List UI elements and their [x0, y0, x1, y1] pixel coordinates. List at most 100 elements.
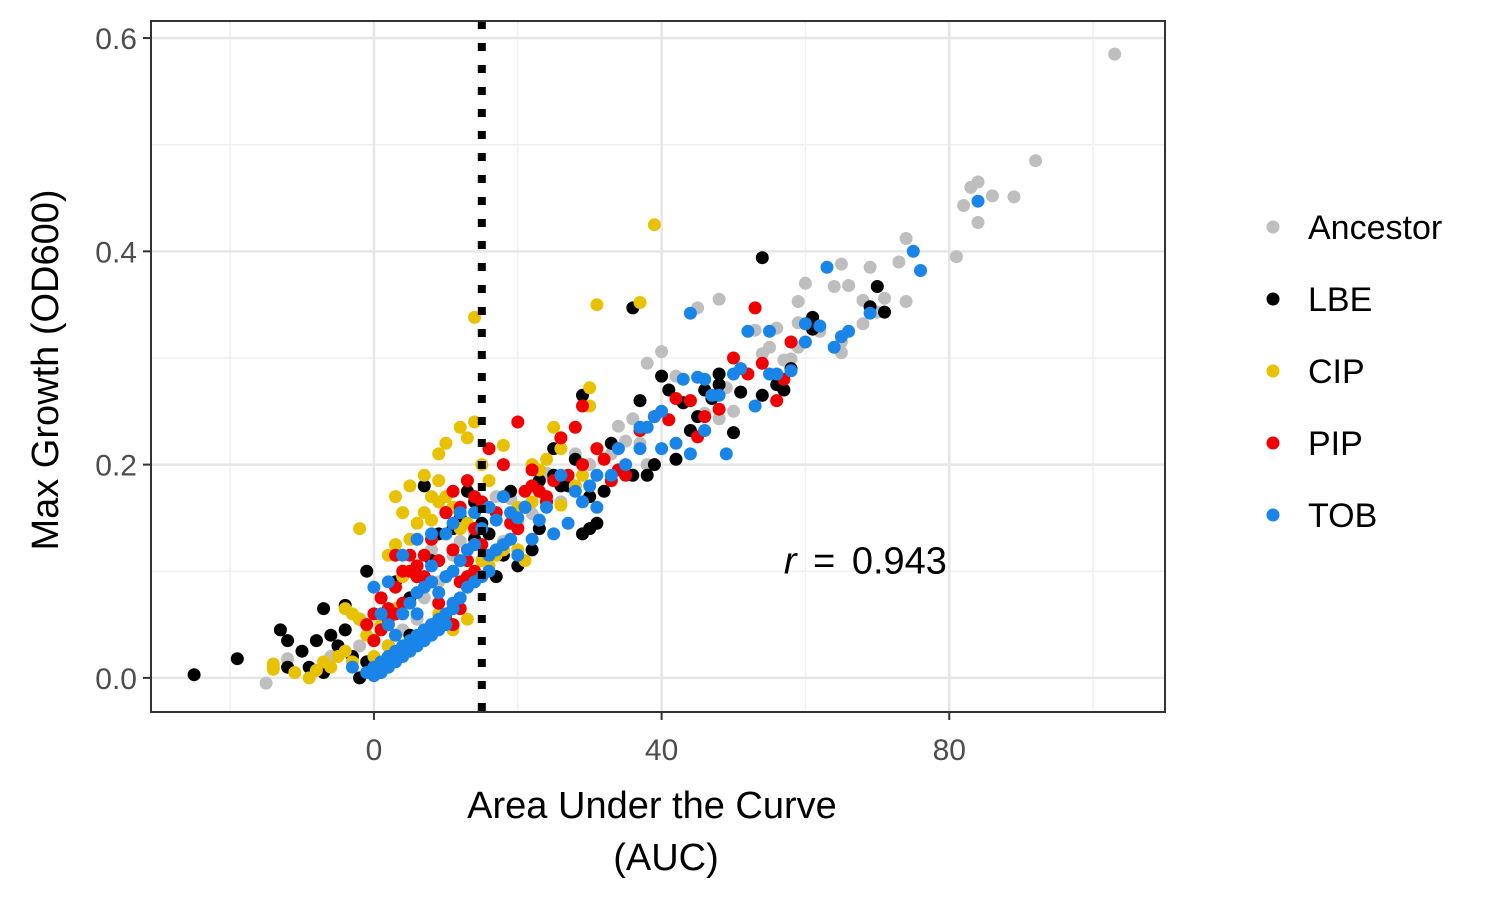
point-tob	[619, 458, 633, 472]
point-pip	[597, 452, 611, 466]
point-tob	[647, 410, 661, 424]
point-lbe	[324, 628, 338, 642]
correlation-annotation: r = 0.943	[784, 540, 947, 582]
legend: Ancestor LBE CIP PIP TOB	[1266, 209, 1442, 535]
correlation-value: 0.943	[852, 540, 947, 582]
point-tob	[554, 468, 568, 482]
point-ancestor	[259, 676, 273, 690]
point-ancestor	[1108, 47, 1122, 61]
point-pip	[496, 458, 510, 472]
point-tob	[827, 340, 841, 354]
y-tick-label: 0.4	[95, 236, 137, 269]
legend-label-lbe: LBE	[1308, 281, 1372, 319]
point-tob	[439, 527, 453, 541]
point-ancestor	[712, 292, 726, 306]
point-tob	[446, 564, 460, 578]
legend-key-ancestor	[1266, 220, 1280, 234]
point-tob	[798, 317, 812, 331]
point-tob	[518, 500, 532, 514]
point-pip	[683, 394, 697, 408]
point-ancestor	[834, 257, 848, 271]
point-cip	[439, 436, 453, 450]
point-cip	[547, 420, 561, 434]
point-cip	[554, 442, 568, 456]
point-tob	[511, 548, 525, 562]
point-pip	[446, 484, 460, 498]
point-tob	[683, 447, 697, 461]
point-pip	[712, 402, 726, 416]
legend-key-lbe	[1266, 292, 1280, 306]
point-ancestor	[626, 412, 640, 426]
point-tob	[568, 484, 582, 498]
point-tob	[561, 516, 575, 530]
point-tob	[611, 442, 625, 456]
point-lbe	[712, 367, 726, 381]
point-tob	[906, 244, 920, 258]
point-cip	[324, 660, 338, 674]
point-tob	[741, 324, 755, 338]
point-pip	[367, 634, 381, 648]
point-ancestor	[957, 199, 971, 212]
point-pip	[374, 591, 388, 605]
point-pip	[576, 458, 589, 472]
correlation-symbol: r	[784, 540, 798, 582]
y-tick-label: 0.6	[95, 23, 137, 56]
point-ancestor	[798, 276, 812, 290]
point-lbe	[360, 564, 374, 578]
point-ancestor	[640, 356, 654, 370]
point-lbe	[576, 527, 589, 541]
point-ancestor	[1029, 154, 1043, 168]
point-cip	[396, 506, 410, 520]
point-pip	[446, 543, 460, 557]
point-cip	[288, 666, 302, 679]
point-tob	[396, 548, 410, 562]
point-tob	[590, 468, 604, 482]
point-tob	[734, 362, 748, 376]
legend-label-tob: TOB	[1308, 497, 1377, 535]
point-cip	[389, 490, 402, 504]
point-tob	[525, 532, 539, 546]
point-tob	[468, 538, 482, 552]
legend-label-cip: CIP	[1308, 353, 1365, 391]
point-tob	[748, 399, 762, 413]
point-lbe	[755, 388, 769, 402]
legend-key-pip	[1266, 436, 1280, 450]
point-tob	[576, 495, 589, 509]
y-tick-label: 0.2	[95, 450, 137, 483]
point-ancestor	[1007, 190, 1021, 204]
x-axis-label-line1: Area Under the Curve	[467, 785, 837, 827]
point-ancestor	[949, 250, 963, 264]
point-ancestor	[712, 412, 726, 426]
point-tob	[863, 306, 877, 320]
point-tob	[705, 388, 719, 402]
point-tob	[820, 260, 834, 274]
point-pip	[748, 301, 762, 315]
point-lbe	[281, 634, 295, 648]
point-tob	[547, 527, 561, 541]
point-tob	[389, 628, 402, 642]
point-pip	[511, 415, 525, 429]
point-lbe	[187, 668, 201, 682]
point-cip	[583, 381, 597, 395]
point-cip	[453, 420, 467, 434]
point-tob	[683, 306, 697, 320]
point-lbe	[777, 383, 791, 397]
point-tob	[345, 660, 359, 674]
point-tob	[655, 442, 669, 456]
point-tob	[410, 607, 424, 621]
point-lbe	[590, 516, 604, 530]
point-cip	[647, 218, 661, 232]
point-tob	[971, 194, 985, 208]
point-pip	[755, 356, 769, 370]
point-tob	[540, 500, 553, 514]
point-tob	[374, 607, 388, 621]
point-lbe	[662, 383, 676, 397]
point-lbe	[669, 452, 683, 466]
point-tob	[511, 511, 525, 525]
point-cip	[389, 538, 402, 552]
point-tob	[669, 436, 683, 450]
point-cip	[338, 644, 352, 658]
point-pip	[662, 413, 676, 427]
point-lbe	[417, 479, 431, 493]
point-tob	[439, 618, 453, 632]
